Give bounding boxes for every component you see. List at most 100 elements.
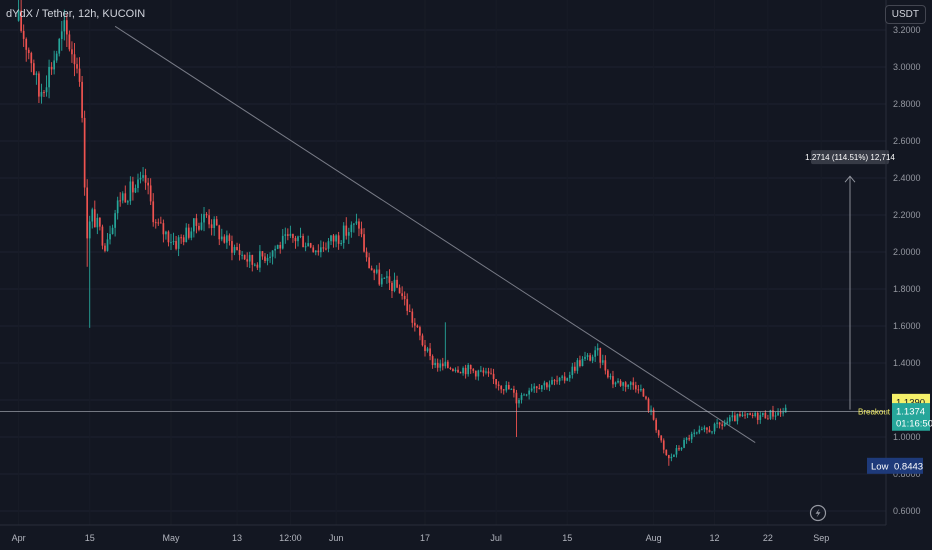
candle-body[interactable] <box>129 181 132 202</box>
candle-body[interactable] <box>746 413 749 415</box>
candle-body[interactable] <box>246 259 249 262</box>
candle-body[interactable] <box>640 388 642 391</box>
candle-body[interactable] <box>322 247 325 249</box>
candle-body[interactable] <box>353 223 355 225</box>
candle-body[interactable] <box>454 369 457 372</box>
candle-body[interactable] <box>576 360 579 371</box>
candle-body[interactable] <box>591 356 594 361</box>
candle-body[interactable] <box>345 225 348 236</box>
candle-body[interactable] <box>66 20 68 35</box>
candle-body[interactable] <box>391 282 393 291</box>
candle-body[interactable] <box>114 213 116 228</box>
candle-body[interactable] <box>335 235 337 242</box>
candle-body[interactable] <box>718 422 721 425</box>
candle-body[interactable] <box>599 348 602 363</box>
candle-body[interactable] <box>502 389 505 391</box>
candle-body[interactable] <box>711 431 713 433</box>
candle-body[interactable] <box>241 254 243 256</box>
candle-body[interactable] <box>751 414 754 417</box>
candle-body[interactable] <box>485 371 487 373</box>
candle-body[interactable] <box>132 181 134 193</box>
candle-body[interactable] <box>581 358 584 367</box>
candle-body[interactable] <box>482 370 485 373</box>
candle-body[interactable] <box>228 235 231 242</box>
candle-body[interactable] <box>474 370 477 377</box>
candle-body[interactable] <box>513 388 515 393</box>
candle-body[interactable] <box>297 236 299 242</box>
candle-body[interactable] <box>17 10 20 21</box>
candle-body[interactable] <box>556 380 558 382</box>
candle-body[interactable] <box>63 20 66 32</box>
candle-body[interactable] <box>180 237 183 239</box>
candle-body[interactable] <box>497 384 500 386</box>
candle-body[interactable] <box>728 417 731 422</box>
candle-body[interactable] <box>477 370 480 377</box>
candle-body[interactable] <box>667 455 670 459</box>
candle-body[interactable] <box>302 235 304 248</box>
candle-body[interactable] <box>172 241 175 243</box>
candle-body[interactable] <box>45 87 48 93</box>
candle-body[interactable] <box>162 223 165 235</box>
candle-body[interactable] <box>253 264 256 266</box>
candle-body[interactable] <box>259 251 261 268</box>
candle-body[interactable] <box>701 429 703 431</box>
currency-button[interactable]: USDT <box>884 5 926 24</box>
candle-body[interactable] <box>213 219 216 229</box>
candle-body[interactable] <box>388 276 391 283</box>
candle-body[interactable] <box>363 234 365 252</box>
candle-body[interactable] <box>20 10 22 31</box>
candle-body[interactable] <box>32 63 35 75</box>
candle-body[interactable] <box>467 364 470 375</box>
candle-body[interactable] <box>617 380 619 383</box>
candle-body[interactable] <box>76 64 78 69</box>
candle-body[interactable] <box>421 335 424 346</box>
candle-body[interactable] <box>734 415 736 422</box>
candle-body[interactable] <box>652 409 655 420</box>
candle-body[interactable] <box>505 385 508 391</box>
candle-body[interactable] <box>60 31 63 39</box>
candle-body[interactable] <box>350 224 353 233</box>
time-axis[interactable]: Apr 15 May 13 12:00 Jun 17 Jul 15 Aug 12 22 Sep <box>12 533 830 543</box>
candle-body[interactable] <box>393 279 396 291</box>
candle-body[interactable] <box>30 52 33 64</box>
candle-body[interactable] <box>546 382 548 388</box>
candle-body[interactable] <box>662 440 665 450</box>
candle-body[interactable] <box>604 360 607 371</box>
candle-body[interactable] <box>619 380 622 386</box>
candle-body[interactable] <box>274 248 276 251</box>
candle-body[interactable] <box>271 250 274 257</box>
candle-body[interactable] <box>299 235 302 237</box>
candle-body[interactable] <box>256 264 259 268</box>
candle-body[interactable] <box>187 227 190 238</box>
candle-body[interactable] <box>215 219 218 226</box>
candle-body[interactable] <box>495 379 497 385</box>
candle-body[interactable] <box>55 53 58 61</box>
candle-body[interactable] <box>434 362 437 366</box>
candle-body[interactable] <box>96 217 99 228</box>
candle-body[interactable] <box>525 394 528 396</box>
candle-body[interactable] <box>342 225 345 244</box>
candle-body[interactable] <box>154 222 157 224</box>
candle-body[interactable] <box>703 427 706 430</box>
candle-body[interactable] <box>81 81 83 118</box>
candle-body[interactable] <box>286 234 289 236</box>
candle-body[interactable] <box>721 424 724 426</box>
candle-body[interactable] <box>706 427 708 430</box>
candle-body[interactable] <box>210 224 213 229</box>
candle-body[interactable] <box>312 247 315 253</box>
candle-body[interactable] <box>340 243 343 245</box>
candle-body[interactable] <box>101 226 104 246</box>
candle-body[interactable] <box>91 209 94 222</box>
candle-body[interactable] <box>515 392 518 404</box>
candle-body[interactable] <box>647 398 650 411</box>
candle-body[interactable] <box>464 367 467 375</box>
candle-body[interactable] <box>480 370 482 372</box>
candle-body[interactable] <box>226 235 228 243</box>
candle-body[interactable] <box>73 54 76 65</box>
candle-body[interactable] <box>528 390 530 395</box>
candle-body[interactable] <box>200 222 203 230</box>
candle-body[interactable] <box>579 360 581 367</box>
candle-body[interactable] <box>680 447 683 450</box>
candle-body[interactable] <box>594 350 597 357</box>
candle-body[interactable] <box>761 412 764 416</box>
